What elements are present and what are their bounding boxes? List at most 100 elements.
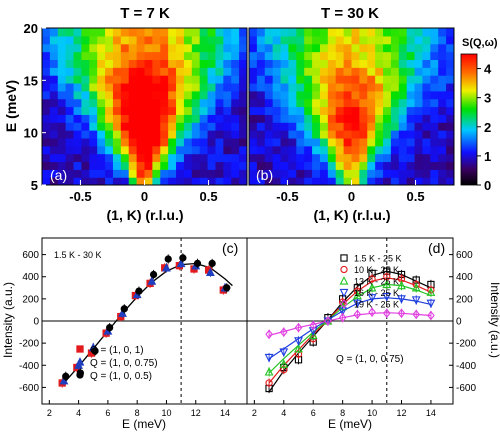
- heatmap-cell: [367, 137, 376, 147]
- y-tick-label: -200: [19, 339, 39, 350]
- heatmap-cell: [81, 35, 90, 45]
- heatmap-cell: [422, 161, 431, 170]
- heatmap-cell: [383, 67, 392, 76]
- heatmap-cell: [327, 51, 337, 60]
- heatmap-cell: [398, 137, 408, 147]
- heatmap-cell: [312, 59, 321, 68]
- heatmap-cell: [73, 75, 83, 84]
- heatmap-cell: [65, 75, 75, 84]
- heatmap-cell: [65, 114, 75, 123]
- heatmap-cell: [176, 177, 185, 185]
- heatmap-cell: [239, 51, 247, 60]
- heatmap-cell: [120, 177, 130, 185]
- heatmap-cell: [304, 130, 313, 139]
- heatmap-cell: [49, 137, 59, 147]
- heatmap-cell: [65, 90, 75, 100]
- heatmap-cell: [89, 114, 98, 123]
- heatmap-cell: [199, 82, 209, 92]
- heatmap-cell: [327, 67, 337, 76]
- heatmap-cell: [144, 130, 153, 139]
- heatmap-cell: [231, 98, 240, 108]
- heatmap-cell: [144, 43, 153, 53]
- data-point: [147, 276, 157, 285]
- heatmap-cell: [176, 35, 185, 45]
- heatmap-cell: [319, 161, 329, 170]
- data-point: [294, 337, 303, 346]
- heatmap-cell: [422, 130, 431, 139]
- heatmap-cell: [304, 145, 313, 155]
- heatmap-cell: [81, 75, 90, 84]
- heatmap-cell: [264, 161, 274, 170]
- heatmap-cell: [183, 51, 193, 60]
- heatmap-cell: [120, 145, 130, 155]
- heatmap-cell: [390, 75, 400, 84]
- heatmap-cell: [120, 90, 130, 100]
- heatmap-cell: [351, 177, 360, 185]
- heatmap-cell: [272, 114, 282, 123]
- heatmap-cell: [446, 153, 454, 163]
- heatmap-cell: [112, 67, 122, 76]
- heatmap-cell: [144, 28, 153, 37]
- heatmap-cell: [183, 169, 193, 178]
- heatmap-cell: [272, 67, 282, 76]
- heatmap-cell: [160, 137, 169, 147]
- heatmap-cell: [351, 51, 360, 60]
- heatmap-cell: [264, 35, 274, 45]
- heatmap-cell: [296, 35, 305, 45]
- heatmap-cell: [231, 28, 240, 37]
- heatmap-cell: [176, 28, 185, 37]
- heatmap-cell: [383, 169, 392, 178]
- heatmap-cell: [223, 169, 232, 178]
- heatmap-cell: [312, 75, 321, 84]
- heatmap-cell: [256, 82, 266, 92]
- heatmap-cell: [343, 137, 353, 147]
- heatmap-cell: [367, 145, 376, 155]
- heatmap-cell: [112, 43, 122, 53]
- heatmap-cell: [57, 82, 67, 92]
- heatmap-cell: [398, 145, 408, 155]
- heatmap-cell: [398, 90, 408, 100]
- heatmap-cell: [383, 145, 392, 155]
- heatmap-cell: [112, 82, 122, 92]
- heatmap-cell: [272, 28, 282, 37]
- heatmap-cell: [335, 114, 345, 123]
- heatmap-cell: [136, 51, 146, 60]
- heatmap-cell: [264, 153, 274, 163]
- heatmap-cell: [438, 35, 447, 45]
- heatmap-cell: [264, 59, 274, 68]
- heatmap-cell: [280, 106, 290, 115]
- heatmap-cell: [304, 106, 313, 115]
- heatmap-cell: [42, 90, 51, 100]
- heatmap-cell: [375, 28, 384, 37]
- heatmap-cell: [430, 82, 439, 92]
- heatmap-cell: [239, 28, 247, 37]
- heatmap-cell: [249, 177, 258, 185]
- heatmap-cell: [128, 161, 138, 170]
- heatmap-cell: [57, 114, 67, 123]
- data-point: [397, 308, 406, 319]
- heatmap-cell: [223, 177, 232, 185]
- heatmap-cell: [152, 35, 161, 45]
- heatmap-cell: [422, 122, 431, 131]
- heatmap-cell: [319, 169, 329, 178]
- heatmap-cell: [296, 161, 305, 170]
- heatmap-cell: [120, 106, 130, 115]
- heatmap-cell: [105, 137, 114, 147]
- heatmap-cell: [89, 82, 98, 92]
- heatmap-cell: [223, 28, 232, 37]
- heatmap-cell: [176, 130, 185, 139]
- data-point: [352, 299, 362, 309]
- heatmap-cell: [406, 67, 416, 76]
- heatmap-cell: [231, 82, 240, 92]
- heatmap-cell: [128, 114, 138, 123]
- heatmap-cell: [176, 169, 185, 178]
- heatmap-cell: [296, 59, 305, 68]
- heatmap-cell: [272, 98, 282, 108]
- heatmap-cell: [152, 43, 161, 53]
- heatmap-cell: [215, 153, 224, 163]
- heatmap-cell: [120, 28, 130, 37]
- heatmap-cell: [438, 145, 447, 155]
- heatmap-cell: [383, 177, 392, 185]
- heatmap-cell: [422, 169, 431, 178]
- heatmap-cell: [152, 75, 161, 84]
